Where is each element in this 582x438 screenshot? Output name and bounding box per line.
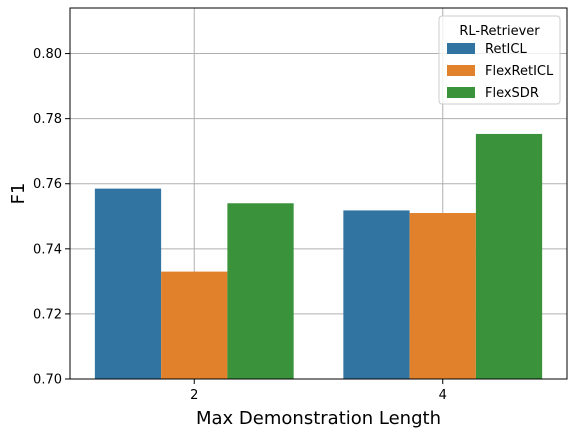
x-axis-label: Max Demonstration Length [196,408,441,429]
legend-label-reticl: RetICL [485,42,527,57]
y-tick-label: 0.70 [33,373,62,388]
legend: RL-Retriever RetICL FlexRetICL FlexSDR [438,15,561,105]
legend-swatch-flexreticl [447,65,475,76]
y-tick-label: 0.78 [33,112,62,127]
bar-flexreticl [161,271,228,379]
legend-label-flexsdr: FlexSDR [485,86,539,101]
y-tick-label: 0.76 [33,177,62,192]
y-tick-label: 0.80 [33,47,62,62]
bar-reticl [343,210,410,379]
y-tick-label: 0.74 [33,242,62,257]
legend-items: RetICL FlexRetICL FlexSDR [447,42,554,101]
bar-flexsdr [227,203,294,379]
legend-box [438,15,561,105]
y-axis-label: F1 [8,183,29,205]
x-tick-label: 2 [190,388,198,403]
legend-title: RL-Retriever [459,24,540,39]
legend-label-flexreticl: FlexRetICL [485,64,554,79]
bar-flexsdr [475,133,543,379]
y-axis-ticks: 0.70 0.72 0.74 0.76 0.78 0.80 [33,47,70,388]
bar-reticl [94,188,162,379]
bar-flexreticl [409,213,476,379]
plot-frame [69,7,568,380]
legend-swatch-flexsdr [447,87,475,98]
y-tick-label: 0.72 [33,307,62,322]
legend-swatch-reticl [447,43,475,54]
bars [94,133,543,379]
x-tick-label: 4 [439,388,447,403]
